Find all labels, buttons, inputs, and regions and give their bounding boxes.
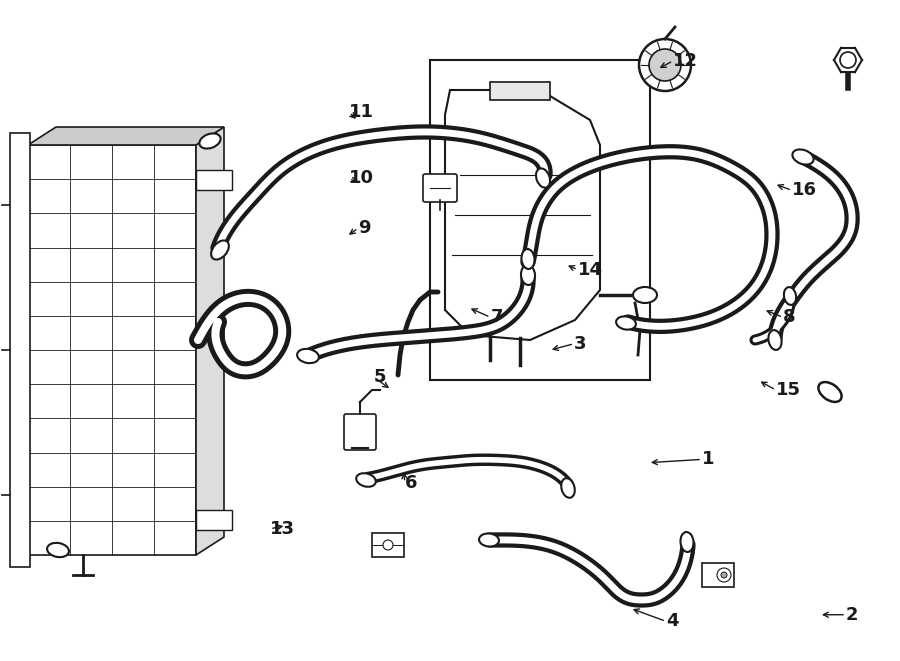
Ellipse shape — [356, 473, 376, 486]
Polygon shape — [28, 127, 224, 145]
Ellipse shape — [562, 478, 575, 498]
Text: 10: 10 — [349, 169, 374, 188]
Circle shape — [383, 540, 393, 550]
Bar — [196, 170, 232, 190]
Circle shape — [840, 52, 856, 68]
Text: 16: 16 — [792, 181, 817, 200]
Ellipse shape — [769, 330, 781, 350]
Ellipse shape — [521, 249, 535, 269]
Ellipse shape — [818, 382, 842, 402]
Ellipse shape — [633, 287, 657, 303]
Text: 14: 14 — [578, 260, 603, 279]
Text: 11: 11 — [349, 103, 374, 122]
Text: 6: 6 — [405, 473, 418, 492]
Ellipse shape — [521, 265, 535, 285]
FancyBboxPatch shape — [372, 533, 404, 557]
Text: 1: 1 — [702, 450, 715, 469]
Text: 8: 8 — [783, 308, 796, 327]
Ellipse shape — [784, 287, 796, 305]
Ellipse shape — [297, 349, 319, 363]
Circle shape — [649, 49, 681, 81]
Bar — [28, 145, 196, 555]
Ellipse shape — [200, 134, 220, 149]
Text: 9: 9 — [358, 219, 371, 237]
Polygon shape — [196, 127, 224, 555]
Polygon shape — [445, 90, 600, 340]
Bar — [430, 60, 650, 380]
Ellipse shape — [479, 533, 499, 547]
Ellipse shape — [47, 543, 69, 557]
FancyBboxPatch shape — [702, 563, 734, 587]
Text: 4: 4 — [666, 612, 679, 631]
Ellipse shape — [536, 169, 550, 188]
Ellipse shape — [792, 149, 814, 165]
Ellipse shape — [212, 241, 229, 260]
Text: 3: 3 — [574, 334, 587, 353]
Ellipse shape — [616, 317, 636, 330]
Circle shape — [639, 39, 691, 91]
Text: 12: 12 — [673, 52, 698, 70]
Bar — [10, 133, 30, 567]
Text: 5: 5 — [374, 368, 386, 386]
Circle shape — [721, 572, 727, 578]
Text: 2: 2 — [846, 605, 859, 624]
FancyBboxPatch shape — [344, 414, 376, 450]
Bar — [196, 510, 232, 530]
Circle shape — [717, 568, 731, 582]
FancyBboxPatch shape — [423, 174, 457, 202]
Bar — [490, 82, 550, 100]
Text: 7: 7 — [491, 308, 503, 327]
Ellipse shape — [680, 532, 694, 552]
Text: 13: 13 — [270, 520, 295, 538]
Text: 15: 15 — [776, 381, 801, 399]
